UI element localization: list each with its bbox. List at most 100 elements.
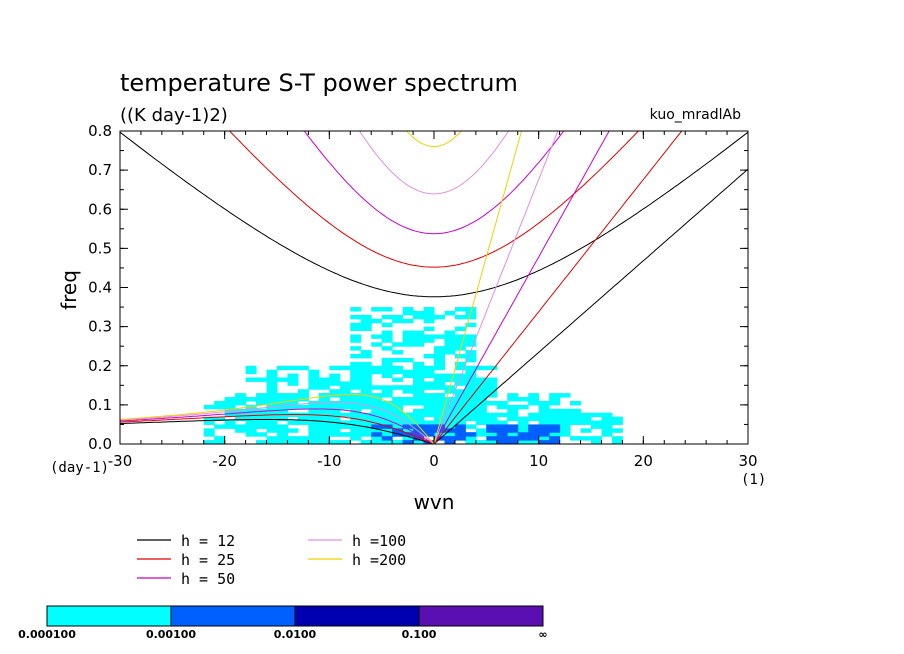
kelvin-curve	[433, 131, 559, 444]
heatmap-cell	[318, 420, 330, 425]
heatmap-cell	[434, 381, 445, 386]
heatmap-cell	[360, 389, 372, 394]
heatmap-cell	[277, 432, 288, 437]
heatmap-cell	[549, 416, 561, 422]
heatmap-cell	[486, 412, 498, 418]
heatmap-cell	[475, 428, 487, 433]
heatmap-cell	[413, 365, 425, 371]
heatmap-cell	[392, 350, 404, 355]
heatmap-cell	[507, 428, 519, 433]
heatmap-cell	[381, 334, 393, 339]
heatmap-cell	[601, 432, 613, 437]
heatmap-cell	[308, 432, 320, 437]
heatmap-cell	[517, 436, 529, 441]
heatmap-cell	[329, 373, 341, 378]
heatmap-cell	[559, 412, 571, 418]
heatmap-cell	[371, 416, 383, 422]
x-tick-label: -20	[212, 452, 237, 470]
heatmap-cell	[266, 373, 278, 378]
heatmap-cell	[245, 420, 257, 425]
heatmap-cell	[256, 424, 268, 429]
heatmap-cell	[350, 436, 362, 441]
heatmap-cell	[528, 428, 540, 433]
heatmap-cell	[360, 326, 372, 332]
colorbar-label: 0.000100	[18, 628, 76, 641]
heatmap-cell	[371, 412, 383, 418]
heatmap-cell	[465, 342, 477, 347]
heatmap-cell	[423, 338, 435, 343]
heatmap-cell	[350, 369, 362, 375]
heatmap-cell	[266, 381, 278, 386]
heatmap-cell	[444, 389, 456, 394]
heatmap-cell	[528, 432, 540, 437]
heatmap-cell	[277, 428, 288, 433]
heatmap-cell	[329, 432, 341, 437]
chart-title: temperature S-T power spectrum	[120, 69, 518, 97]
heatmap-cell	[444, 377, 456, 382]
axis-ticks: -30 -20 -10 0 10 20 30 0.0 0.1 0.2 0.3 0.4 0.5 0.6 0.7…	[88, 122, 757, 470]
heatmap-cell	[318, 385, 330, 390]
heatmap-cell	[465, 365, 477, 371]
heatmap-cell	[444, 424, 456, 429]
heatmap-cell	[413, 385, 425, 390]
heatmap-cell	[454, 354, 466, 359]
inertia-gravity-curve	[120, 131, 748, 298]
heatmap-cell	[392, 318, 404, 324]
heatmap-cell	[517, 440, 529, 444]
heatmap-cell	[570, 416, 582, 422]
heatmap-cell	[360, 373, 372, 378]
heatmap-cell	[308, 373, 320, 378]
heatmap-cell	[413, 416, 425, 422]
heatmap-cell	[528, 440, 540, 444]
heatmap-cell	[381, 330, 393, 335]
heatmap-cell	[350, 334, 362, 339]
heatmap-cell	[402, 318, 414, 324]
inertia-gravity-curve	[406, 131, 462, 148]
heatmap-cell	[496, 432, 508, 437]
heatmap-cell	[256, 416, 268, 422]
heatmap-cell	[266, 440, 278, 444]
heatmap-cell	[486, 393, 498, 398]
heatmap-cell	[245, 397, 257, 402]
heatmap-cell	[517, 404, 529, 410]
heatmap-cell	[277, 397, 288, 402]
heatmap-cell	[318, 393, 330, 398]
heatmap-cell	[350, 381, 362, 386]
heatmap-cell	[486, 381, 498, 386]
heatmap-cell	[371, 424, 383, 429]
heatmap-cell	[402, 424, 414, 429]
heatmap-cell	[444, 342, 456, 347]
heatmap-cell	[224, 412, 236, 418]
heatmap-cell	[402, 432, 414, 437]
heatmap-cell	[434, 314, 445, 320]
heatmap-cell	[486, 389, 498, 394]
heatmap-cell	[256, 397, 268, 402]
heatmap-cell	[318, 436, 330, 441]
heatmap-cell	[318, 416, 330, 422]
heatmap-cell	[402, 342, 414, 347]
heatmap-cell	[266, 416, 278, 422]
heatmap-cell	[413, 436, 425, 441]
heatmap-cell	[517, 428, 529, 433]
heatmap-cell	[423, 424, 435, 429]
heatmap-cell	[308, 416, 320, 422]
heatmap-cell	[360, 377, 372, 382]
chart-subtitle: ((K day-1)2)	[120, 105, 228, 126]
heatmap-cell	[423, 404, 435, 410]
heatmap-cell	[549, 436, 561, 441]
heatmap-cell	[277, 408, 288, 414]
y-tick-label: 0.6	[88, 200, 112, 218]
run-label: kuo_mradlAb	[650, 107, 741, 123]
heatmap-cell	[350, 428, 362, 433]
heatmap-cell	[381, 420, 393, 425]
heatmap-cell	[454, 432, 466, 437]
heatmap-cell	[454, 307, 466, 312]
heatmap-cell	[402, 440, 414, 444]
heatmap-cell	[381, 346, 393, 351]
colorbar-label: 0.0100	[274, 628, 317, 641]
heatmap-cell	[297, 436, 309, 441]
heatmap-cell	[381, 307, 393, 312]
heatmap-cell	[245, 432, 257, 437]
heatmap-cell	[611, 440, 623, 444]
heatmap-cell	[413, 420, 425, 425]
